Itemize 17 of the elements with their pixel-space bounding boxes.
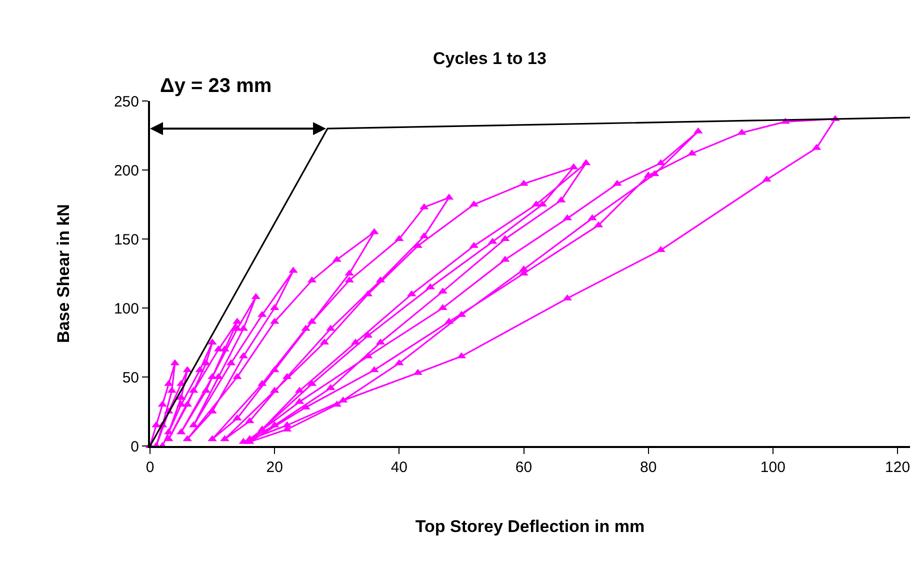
y-tick-label: 50 [122, 369, 139, 386]
x-tick-label: 60 [515, 459, 532, 476]
x-tick-label: 100 [760, 459, 786, 476]
y-axis-title: Base Shear in kN [54, 204, 74, 343]
x-tick-label: 120 [885, 459, 910, 476]
x-tick-label: 80 [640, 459, 657, 476]
y-tick-label: 100 [114, 300, 139, 318]
y-tick-label: 0 [130, 438, 139, 456]
x-tick-label: 0 [146, 459, 154, 476]
text: Δy = 23 mm [160, 75, 272, 97]
x-axis-title: Top Storey Deflection in mm [415, 516, 645, 536]
chart-title: Cycles 1 to 13 [433, 48, 546, 68]
y-tick-label: 250 [114, 93, 139, 110]
x-tick-label: 40 [390, 459, 408, 476]
y-tick-label: 200 [114, 162, 139, 180]
y-tick-label: 150 [114, 231, 139, 248]
x-tick-label: 20 [266, 459, 283, 476]
